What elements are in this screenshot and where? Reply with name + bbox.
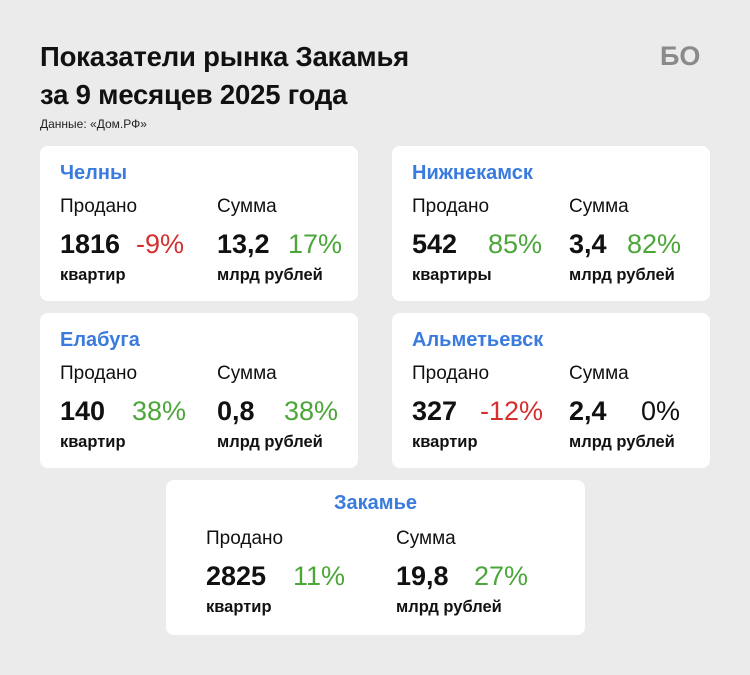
source-note: Данные: «Дом.РФ» [40, 117, 147, 131]
sum-value: 0,8 [217, 396, 255, 426]
sum-change: 27% [474, 561, 529, 591]
sold-unit: квартир [60, 433, 126, 451]
sold-block: Продано 542 85% квартиры [412, 196, 542, 285]
sum-label: Сумма [217, 363, 277, 384]
city-name: Нижнекамск [412, 162, 533, 184]
sold-label: Продано [206, 528, 284, 549]
bo-logo-icon: БО [660, 42, 700, 68]
sum-block: Сумма 3,4 82% млрд рублей [569, 196, 681, 285]
sum-label: Сумма [569, 196, 629, 217]
sum-block: Сумма 13,2 17% млрд рублей [217, 196, 342, 285]
sum-unit: млрд рублей [569, 266, 675, 284]
region-name: Закамье [334, 492, 417, 514]
sum-unit: млрд рублей [569, 433, 675, 451]
sold-block: Продано 2825 11% квартир [206, 528, 345, 617]
city-card-chelny: Челны Продано 1816 -9% квартир Сумма 13,… [40, 146, 358, 301]
logo-text: БО [660, 42, 700, 68]
sold-unit: квартир [412, 433, 478, 451]
sum-label: Сумма [217, 196, 277, 217]
sold-value: 327 [412, 396, 458, 426]
title-line-1: Показатели рынка Закамья [40, 41, 410, 72]
sold-unit: квартиры [412, 266, 492, 284]
sum-unit: млрд рублей [217, 266, 323, 284]
sold-value: 1816 [60, 229, 121, 259]
city-name: Альметьевск [412, 329, 544, 351]
sum-unit: млрд рублей [217, 433, 323, 451]
city-card-almetyevsk: Альметьевск Продано 327 -12% квартир Сум… [392, 313, 710, 468]
sold-block: Продано 327 -12% квартир [412, 363, 543, 452]
sum-change: 82% [627, 229, 682, 259]
sum-block: Сумма 0,8 38% млрд рублей [217, 363, 338, 452]
city-card-nizhnekamsk: Нижнекамск Продано 542 85% квартиры Сумм… [392, 146, 710, 301]
sold-label: Продано [60, 363, 138, 384]
sold-value: 542 [412, 229, 458, 259]
city-name: Челны [60, 162, 128, 184]
sold-block: Продано 140 38% квартир [60, 363, 186, 452]
sum-block: Сумма 19,8 27% млрд рублей [396, 528, 528, 617]
city-name: Елабуга [60, 329, 140, 351]
sum-change: 17% [288, 229, 343, 259]
sold-value: 140 [60, 396, 106, 426]
sum-value: 13,2 [217, 229, 270, 259]
city-card-elabuga: Елабуга Продано 140 38% квартир Сумма 0,… [40, 313, 358, 468]
sum-value: 3,4 [569, 229, 607, 259]
sold-change: 11% [293, 561, 346, 591]
sum-label: Сумма [396, 528, 456, 549]
sold-change: -12% [480, 396, 544, 426]
sold-value: 2825 [206, 561, 267, 591]
page-title: Показатели рынка Закамья за 9 месяцев 20… [40, 38, 409, 114]
sum-change: 0% [641, 396, 681, 426]
summary-card-zakamye: Закамье Продано 2825 11% квартир Сумма 1… [166, 480, 585, 635]
sum-unit: млрд рублей [396, 598, 502, 616]
sold-unit: квартир [206, 598, 272, 616]
sold-label: Продано [412, 363, 490, 384]
sum-value: 2,4 [569, 396, 607, 426]
sold-change: 38% [132, 396, 187, 426]
sum-value: 19,8 [396, 561, 449, 591]
sum-label: Сумма [569, 363, 629, 384]
sum-change: 38% [284, 396, 339, 426]
sold-label: Продано [412, 196, 490, 217]
sold-unit: квартир [60, 266, 126, 284]
sold-block: Продано 1816 -9% квартир [60, 196, 184, 285]
sold-change: -9% [136, 229, 185, 259]
sold-label: Продано [60, 196, 138, 217]
sum-block: Сумма 2,4 0% млрд рублей [569, 363, 680, 452]
title-line-2: за 9 месяцев 2025 года [40, 79, 348, 110]
sold-change: 85% [488, 229, 543, 259]
